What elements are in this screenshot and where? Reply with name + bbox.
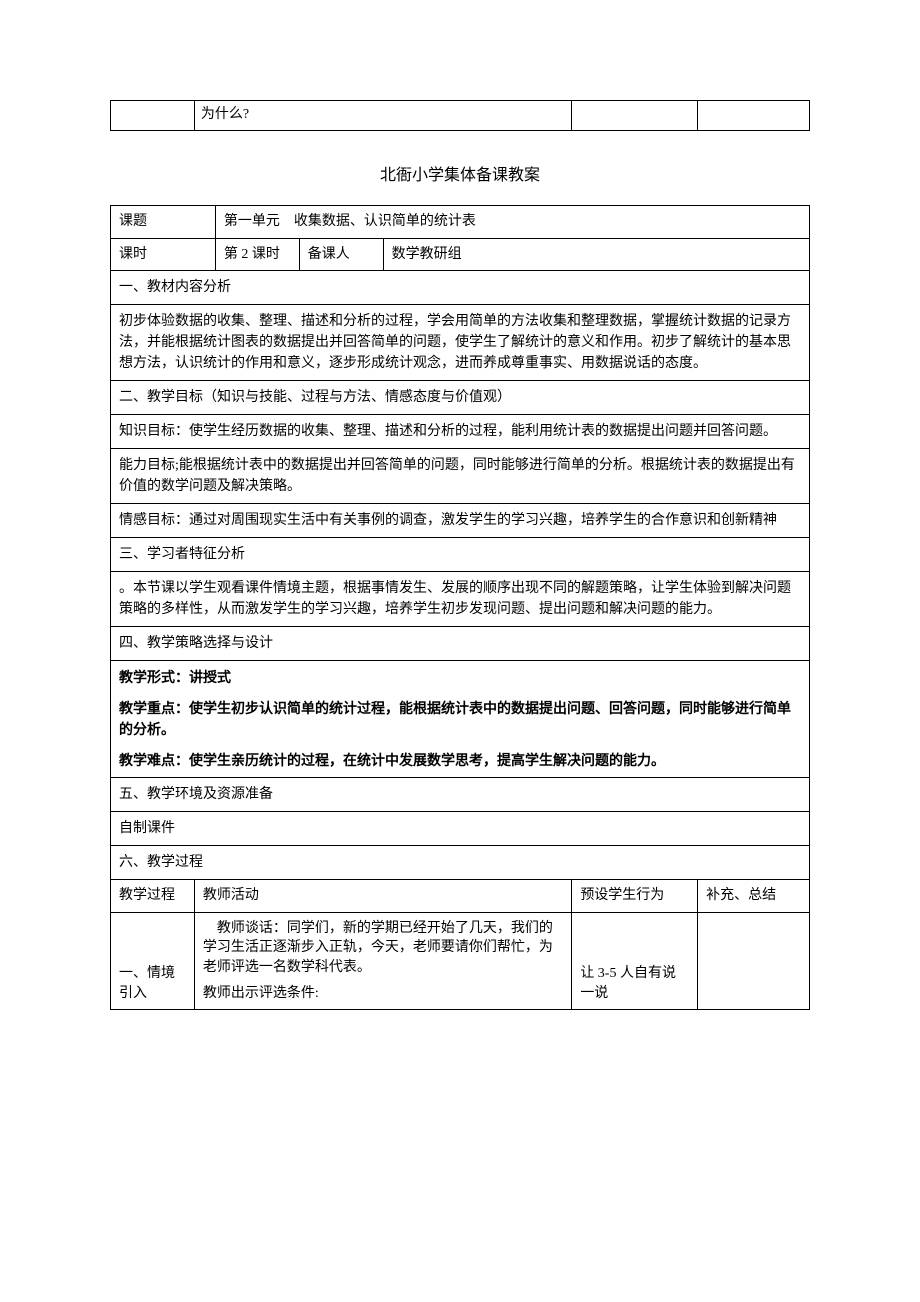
main-lesson-table: 课题 第一单元 收集数据、认识简单的统计表 课时 第 2 课时 备课人 数学教研… [110,205,810,1010]
page-title: 北衙小学集体备课教案 [110,161,810,185]
topic-value: 第一单元 收集数据、认识简单的统计表 [215,206,809,239]
section2-heading: 二、教学目标（知识与技能、过程与方法、情感态度与价值观） [111,381,810,415]
preparer-label: 备课人 [299,238,383,271]
section4-body: 教学形式：讲授式 教学重点：使学生初步认识简单的统计过程，能根据统计表中的数据提… [111,661,810,778]
top-empty-2 [572,101,698,131]
top-fragment-table: 为什么? [110,100,810,131]
section3-body: 。本节课以学生观看课件情境主题，根据事情发生、发展的顺序出现不同的解题策略，让学… [111,572,810,627]
process-row1-col4 [698,912,810,1009]
process-header-col3: 预设学生行为 [572,880,698,913]
section5-heading: 五、教学环境及资源准备 [111,778,810,812]
section1-body: 初步体验数据的收集、整理、描述和分析的过程，学会用简单的方法收集和整理数据，掌握… [111,305,810,381]
class-hour-value: 第 2 课时 [215,238,299,271]
section4-body3: 教学难点：使学生亲历统计的过程，在统计中发展数学思考，提高学生解决问题的能力。 [119,750,801,771]
process-row1-col3: 让 3-5 人自有说一说 [572,912,698,1009]
process-row1-col2: 教师谈话：同学们，新的学期已经开始了几天，我们的学习生活正逐渐步入正轨，今天，老… [194,912,571,1009]
section1-heading: 一、教材内容分析 [111,271,810,305]
section3-heading: 三、学习者特征分析 [111,538,810,572]
section6-heading: 六、教学过程 [111,846,810,880]
process-header-col1: 教学过程 [111,880,195,913]
section4-body2: 教学重点：使学生初步认识简单的统计过程，能根据统计表中的数据提出问题、回答问题，… [119,698,801,740]
section2-body1: 知识目标：使学生经历数据的收集、整理、描述和分析的过程，能利用统计表的数据提出问… [111,415,810,449]
process-row1-col2-p2: 教师出示评选条件: [203,984,563,1004]
section2-body2: 能力目标;能根据统计表中的数据提出并回答简单的问题，同时能够进行简单的分析。根据… [111,449,810,504]
process-row1-col1: 一、情境引入 [111,912,195,1009]
section4-body1: 教学形式：讲授式 [119,667,801,688]
process-header-col2: 教师活动 [194,880,571,913]
process-row1-col2-p1: 教师谈话：同学们，新的学期已经开始了几天，我们的学习生活正逐渐步入正轨，今天，老… [203,919,563,978]
top-empty-1 [111,101,195,131]
topic-label: 课题 [111,206,216,239]
top-cell-text: 为什么? [194,101,571,131]
preparer-value: 数学教研组 [383,238,809,271]
class-hour-label: 课时 [111,238,216,271]
section4-heading: 四、教学策略选择与设计 [111,627,810,661]
process-header-col4: 补充、总结 [698,880,810,913]
section2-body3: 情感目标：通过对周围现实生活中有关事例的调查，激发学生的学习兴趣，培养学生的合作… [111,504,810,538]
top-empty-3 [698,101,810,131]
section5-body: 自制课件 [111,812,810,846]
